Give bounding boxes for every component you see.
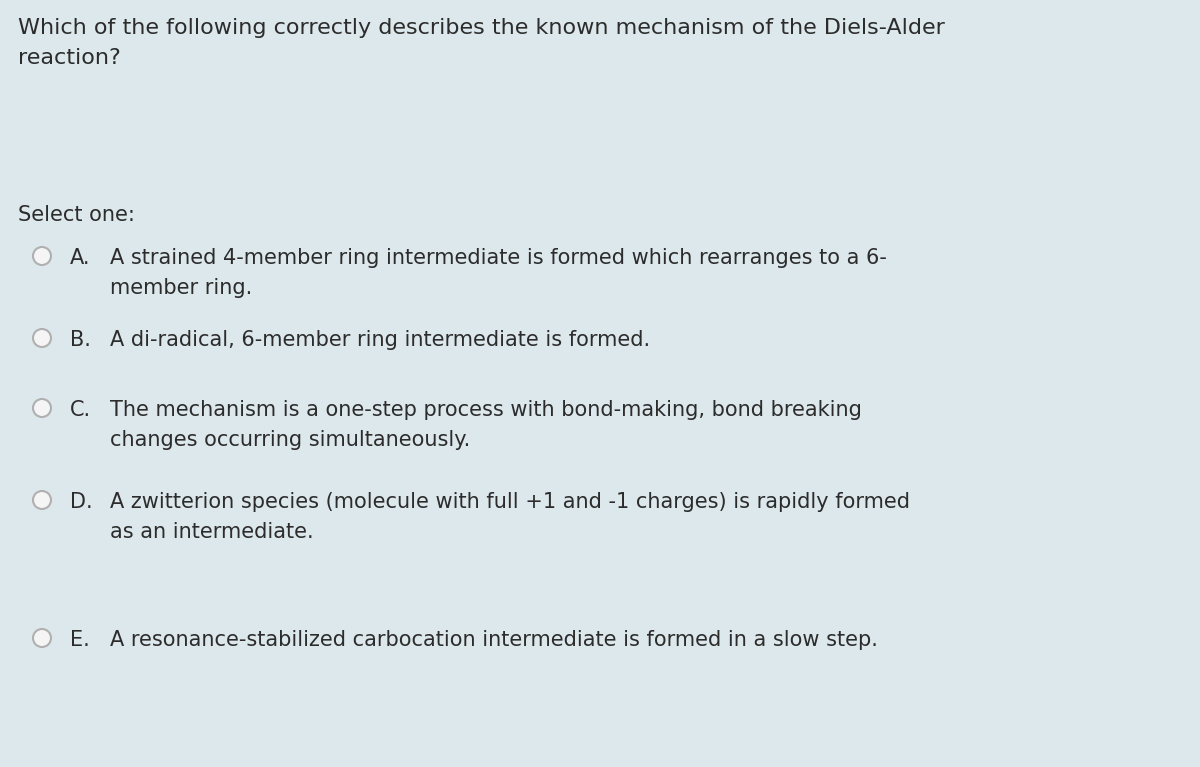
Text: Select one:: Select one:: [18, 205, 134, 225]
Circle shape: [34, 629, 50, 647]
Text: E.: E.: [70, 630, 90, 650]
Text: Which of the following correctly describes the known mechanism of the Diels-Alde: Which of the following correctly describ…: [18, 18, 944, 67]
Text: A.: A.: [70, 248, 90, 268]
Circle shape: [34, 247, 50, 265]
Circle shape: [34, 329, 50, 347]
Text: B.: B.: [70, 330, 91, 350]
Text: A resonance-stabilized carbocation intermediate is formed in a slow step.: A resonance-stabilized carbocation inter…: [110, 630, 878, 650]
Text: C.: C.: [70, 400, 91, 420]
Text: A di-radical, 6-member ring intermediate is formed.: A di-radical, 6-member ring intermediate…: [110, 330, 650, 350]
Text: A strained 4-member ring intermediate is formed which rearranges to a 6-
member : A strained 4-member ring intermediate is…: [110, 248, 887, 298]
Text: A zwitterion species (molecule with full +1 and -1 charges) is rapidly formed
as: A zwitterion species (molecule with full…: [110, 492, 910, 542]
Text: The mechanism is a one-step process with bond-making, bond breaking
changes occu: The mechanism is a one-step process with…: [110, 400, 862, 449]
Text: D.: D.: [70, 492, 92, 512]
Circle shape: [34, 491, 50, 509]
Circle shape: [34, 399, 50, 417]
